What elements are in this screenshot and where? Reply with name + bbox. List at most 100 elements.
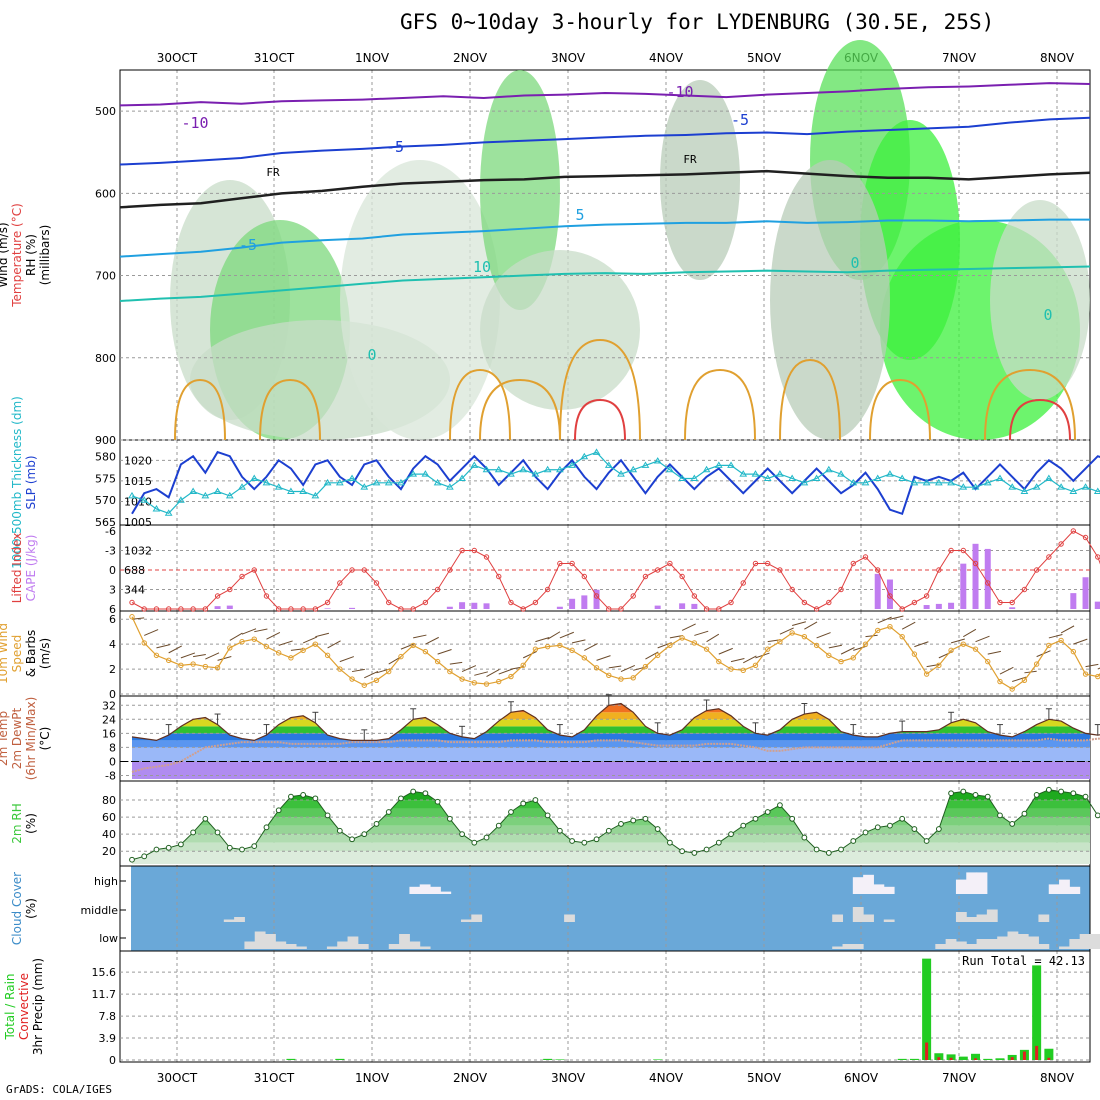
rh-point (361, 831, 368, 838)
thickness-point (751, 470, 760, 477)
lifted-index-point (1009, 599, 1015, 606)
wind-barb (1060, 625, 1075, 634)
cloud-cell (997, 936, 1009, 949)
thickness-point (678, 474, 687, 481)
thickness-axis-label-line: SLP (mb) (24, 455, 38, 509)
rh-point (618, 821, 624, 827)
wind-speed-point (288, 655, 294, 661)
cloud-cell (1007, 931, 1019, 949)
lifted-index-point (936, 567, 942, 573)
wind-speed-point (202, 663, 209, 670)
wind-barb (571, 639, 586, 644)
thickness-point (470, 461, 479, 468)
wind-barb (828, 644, 842, 649)
lifted-index-point (532, 599, 539, 606)
wind-barb (914, 641, 929, 648)
cloud-cell (1017, 934, 1029, 949)
wind-speed-point (618, 676, 624, 682)
thickness-point (348, 474, 356, 481)
wind-barb (241, 628, 257, 635)
cloud-cell (275, 941, 287, 949)
rh-band (132, 789, 1090, 792)
lifted-index-point (985, 580, 991, 586)
precip-total-bar (971, 1053, 981, 1060)
li-tick-label: 3 (109, 584, 116, 597)
isotherm--10 (119, 82, 1091, 107)
lifted-index-point (410, 606, 416, 612)
lifted-index-point (593, 593, 600, 599)
wind-speed-point (923, 671, 930, 677)
rh-point (789, 815, 796, 822)
cloud-cell (285, 944, 297, 949)
thickness-point (1032, 483, 1041, 490)
lifted-index-point (520, 606, 526, 612)
rh-point (202, 815, 209, 822)
thickness-point (1008, 483, 1017, 490)
rh-point (422, 790, 429, 797)
thickness-point (617, 470, 625, 477)
rh-axis-label-line: (%) (24, 813, 38, 834)
rh-point (483, 834, 490, 841)
rh-point (1082, 793, 1089, 800)
wind-barb (400, 643, 416, 650)
wind-barb (168, 645, 182, 654)
thickness-point (849, 478, 858, 486)
wind-speed-point (887, 624, 893, 630)
cloud-cell (832, 946, 844, 949)
temp-line (131, 702, 1100, 741)
cloud-cell (223, 919, 235, 922)
wind-speed-point (434, 658, 441, 665)
wind-barb (205, 652, 220, 660)
lifted-index-point (752, 560, 759, 567)
wind-barb (351, 668, 365, 673)
contour-label: -5 (239, 236, 257, 254)
wind-speed-point (300, 647, 306, 654)
wind-barb (950, 638, 965, 644)
rh-point (703, 846, 710, 853)
wind-barb (792, 621, 806, 626)
contour-label: 0 (1043, 306, 1052, 324)
cape-bar (1082, 577, 1089, 609)
precip-tick-label: 15.6 (92, 966, 117, 979)
thickness-point (690, 474, 699, 481)
wind-barb (987, 650, 1002, 655)
rh-band (132, 851, 1090, 864)
cloud-cell (986, 909, 998, 922)
thickness-point (372, 478, 381, 486)
lifted-index-point (740, 580, 746, 586)
lifted-index-point (312, 606, 319, 612)
temp-axis-label-line: 2m Temp (0, 711, 10, 766)
cloud-cell (409, 941, 421, 949)
cape-bar (923, 605, 930, 609)
lifted-index-point (459, 547, 465, 554)
rh-point (410, 788, 417, 795)
lifted-index-point (887, 593, 893, 599)
cape-tick-label: 688 (124, 564, 145, 577)
rh-point (1070, 790, 1077, 797)
wind-barb (449, 661, 463, 665)
wind-barb (840, 647, 855, 655)
lifted-index-point (948, 547, 954, 554)
isotherm-5 (119, 218, 1090, 258)
lifted-index-point (606, 606, 612, 612)
precip-convective-bar (949, 1057, 953, 1060)
lifted-index-point (1021, 586, 1028, 593)
wind-speed-point (190, 661, 196, 667)
rh-point (459, 831, 465, 838)
cloud-cell (1038, 944, 1050, 949)
cape-bar (214, 606, 221, 609)
temp-band (132, 747, 1090, 762)
contour-label: -5 (731, 111, 749, 129)
cape-bar (324, 608, 331, 609)
lifted-index-point (972, 560, 979, 567)
precip-total-bar (983, 1058, 993, 1060)
run-total-label: Run Total = 42.13 (962, 954, 1085, 968)
wind-speed-point (361, 682, 367, 688)
lifted-index-point (496, 573, 502, 580)
thickness-point (873, 474, 882, 481)
lifted-index-point (544, 586, 551, 593)
sounding-axis-label-line: RH (%) (24, 234, 38, 276)
top-date-label: 8NOV (1040, 51, 1075, 65)
thickness-point (543, 465, 552, 473)
top-date-label: 4NOV (649, 51, 684, 65)
